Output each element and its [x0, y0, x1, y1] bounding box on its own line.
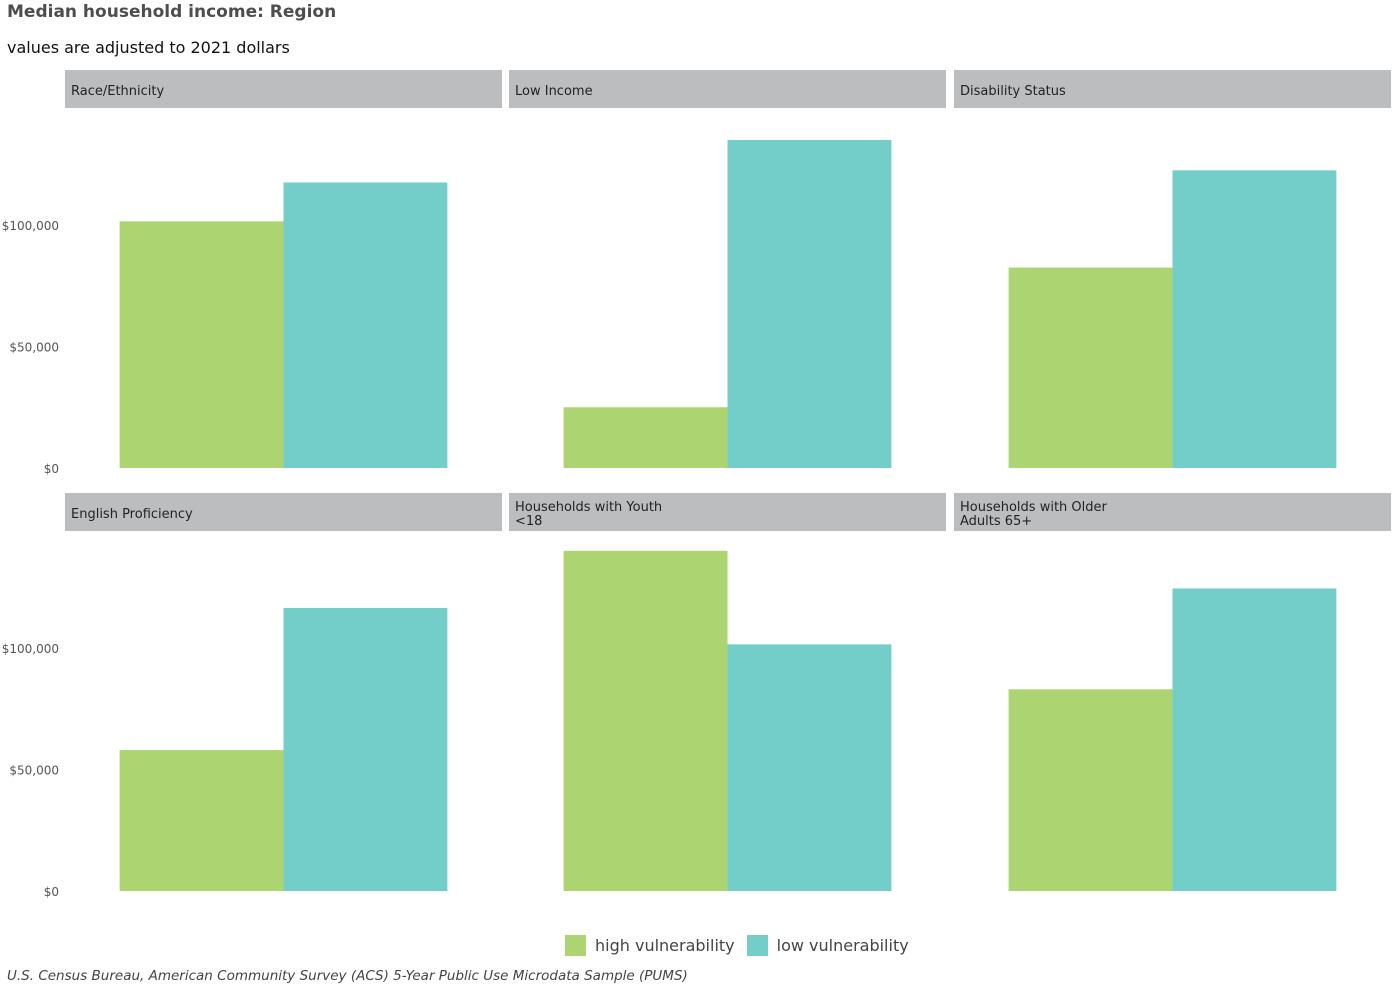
facet-panel: Disability Status [954, 70, 1391, 468]
bar-low-vulnerability [1172, 588, 1337, 891]
facet-label: Households with Youth [515, 500, 662, 515]
facet-panel: Low Income [509, 70, 946, 468]
bar-low-vulnerability [1172, 170, 1337, 468]
bar-low-vulnerability [727, 644, 892, 891]
facet-label: English Proficiency [71, 507, 193, 522]
facet-label: Disability Status [960, 84, 1066, 99]
facet-panel: English Proficiency $0 $50,000 $100,000 [2, 493, 502, 899]
legend-label-high: high vulnerability [595, 936, 735, 955]
facet-label: <18 [515, 514, 542, 529]
legend-item-low: low vulnerability [746, 935, 909, 956]
bar-low-vulnerability [283, 607, 448, 891]
facet-strip [509, 493, 946, 531]
y-tick-label: $50,000 [9, 341, 59, 355]
bar-high-vulnerability [563, 550, 728, 891]
y-tick-label: $0 [44, 462, 59, 476]
legend-swatch-low [746, 935, 768, 956]
facet-label: Low Income [515, 84, 593, 99]
bar-high-vulnerability [1008, 267, 1173, 468]
chart-subtitle: values are adjusted to 2021 dollars [7, 38, 290, 57]
y-tick-label: $50,000 [9, 764, 59, 778]
bar-low-vulnerability [283, 182, 448, 468]
bar-high-vulnerability [563, 407, 728, 468]
facet-strip [954, 70, 1391, 108]
source-caption: U.S. Census Bureau, American Community S… [7, 968, 688, 984]
legend-swatch-high [565, 935, 586, 956]
bar-high-vulnerability [119, 750, 284, 891]
facet-strip [65, 70, 502, 108]
bar-high-vulnerability [119, 221, 284, 468]
facet-strip [509, 70, 946, 108]
chart-title: Median household income: Region [7, 2, 337, 22]
y-tick-label: $100,000 [2, 642, 59, 656]
facet-panel: Race/Ethnicity $0 $50,000 $100,000 [2, 70, 502, 476]
legend: high vulnerability low vulnerability [565, 935, 921, 956]
facet-strip [65, 493, 502, 531]
facet-label: Race/Ethnicity [71, 84, 164, 99]
y-tick-label: $100,000 [2, 219, 59, 233]
bar-low-vulnerability [727, 139, 892, 468]
legend-label-low: low vulnerability [776, 936, 909, 955]
facet-panel: Households with Youth<18 [509, 493, 946, 891]
facet-strip [954, 493, 1391, 531]
facet-label: Households with Older [960, 500, 1108, 515]
bar-high-vulnerability [1008, 689, 1173, 891]
legend-item-high: high vulnerability [565, 935, 735, 956]
facet-label: Adults 65+ [960, 514, 1032, 529]
y-tick-label: $0 [44, 885, 59, 899]
